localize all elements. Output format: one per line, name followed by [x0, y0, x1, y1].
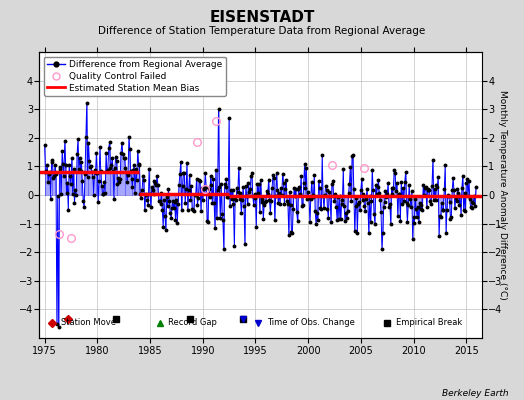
Y-axis label: Monthly Temperature Anomaly Difference (°C): Monthly Temperature Anomaly Difference (…	[498, 90, 507, 300]
Text: Record Gap: Record Gap	[168, 318, 217, 328]
Text: Station Move: Station Move	[61, 318, 116, 328]
Text: Difference of Station Temperature Data from Regional Average: Difference of Station Temperature Data f…	[99, 26, 425, 36]
Text: Time of Obs. Change: Time of Obs. Change	[267, 318, 355, 328]
Legend: Difference from Regional Average, Quality Control Failed, Estimated Station Mean: Difference from Regional Average, Qualit…	[44, 56, 226, 96]
Text: Empirical Break: Empirical Break	[396, 318, 462, 328]
Text: Berkeley Earth: Berkeley Earth	[442, 389, 508, 398]
Text: EISENSTADT: EISENSTADT	[209, 10, 315, 25]
